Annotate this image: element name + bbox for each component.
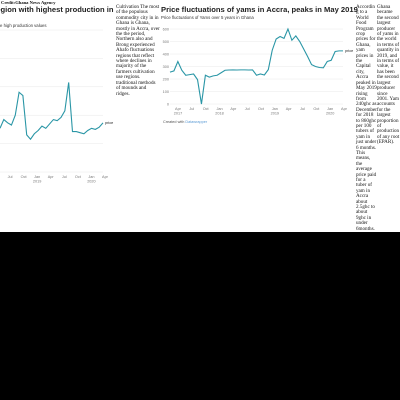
x-tick-label: Apr [175, 107, 182, 111]
article-column-2: According to a World Food Program crop p… [356, 5, 377, 232]
chart2-title: Price fluctuations of yams in Accra, pea… [161, 5, 358, 14]
x-tick-year: 2019 [271, 112, 279, 116]
series-label: price [105, 121, 113, 125]
chart2-subtitle: Price fluctuations of Yams over 5 years … [161, 15, 254, 20]
x-tick-year: 2020 [87, 180, 95, 184]
x-tick-year: 2018 [215, 112, 223, 116]
x-tick-label: Oct [75, 175, 82, 179]
x-tick-label: Apr [341, 107, 348, 111]
x-tick-label: Apr [286, 107, 293, 111]
x-tick-label: Apr [230, 107, 237, 111]
page: Credit:Ghana News Agency n: region with … [0, 0, 400, 232]
series-line-price [0, 82, 103, 139]
x-tick-label: Apr [102, 175, 109, 179]
x-tick-label: Apr [48, 175, 55, 179]
source-prefix: Created with [163, 120, 184, 124]
x-tick-label: Jul [62, 175, 67, 179]
chart1-subtitle: e high production values [0, 23, 47, 28]
y-tick-label: 600 [163, 27, 169, 31]
x-tick-year: 2020 [326, 112, 334, 116]
x-tick-label: Oct [258, 107, 265, 111]
y-tick-label: 200 [163, 77, 169, 81]
chart2-source: Created with Datawrapper [163, 120, 207, 124]
x-tick-year: 2019 [33, 180, 41, 184]
y-tick-label: 300 [163, 65, 169, 69]
article-column-3: Ghana became the second largest producer… [377, 5, 400, 146]
source-link[interactable]: Datawrapper [185, 120, 207, 124]
y-tick-label: 400 [163, 52, 169, 56]
x-tick-year: 2017 [174, 112, 182, 116]
y-tick-label: 0 [167, 102, 169, 106]
x-tick-label: Jan [34, 175, 40, 179]
x-tick-label: Oct [203, 107, 210, 111]
x-tick-label: Jul [245, 107, 250, 111]
x-tick-label: Jul [300, 107, 305, 111]
x-tick-label: Jan [216, 107, 222, 111]
chart1-title: n: region with highest production in [0, 5, 114, 14]
series-label: price [345, 49, 353, 53]
article-column-1: Cultivation The most of the populous com… [116, 5, 160, 97]
y-tick-label: 100 [163, 90, 169, 94]
x-tick-label: Jan [327, 107, 333, 111]
y-tick-label: 500 [163, 40, 169, 44]
x-tick-label: Jul [189, 107, 194, 111]
x-tick-label: Oct [313, 107, 320, 111]
x-tick-label: Jan [88, 175, 94, 179]
x-tick-label: Oct [21, 175, 28, 179]
x-tick-label: Jul [8, 175, 13, 179]
x-tick-label: Jan [272, 107, 278, 111]
